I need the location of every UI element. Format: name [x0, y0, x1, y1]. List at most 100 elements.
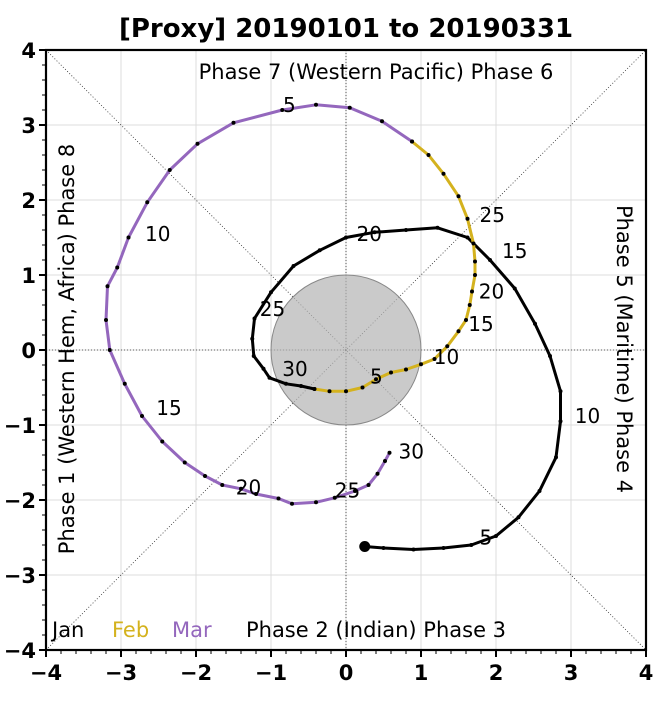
- axes: −4 −3 −2 −1 0 1 2 3 4 −4 −3 −2 −1 0 1 2 3 4: [4, 39, 654, 685]
- series-lines: [104, 102, 563, 552]
- data-point: [445, 344, 450, 349]
- data-point: [411, 547, 416, 552]
- data-point: [473, 273, 477, 277]
- series-mar: [104, 102, 414, 506]
- data-point: [558, 419, 563, 424]
- day-label: 30: [282, 357, 307, 381]
- data-point: [494, 534, 498, 538]
- chart-text: [Proxy] 20190101 to 20190331 Phase 7 (We…: [50, 14, 636, 642]
- day-label: 5: [370, 364, 383, 388]
- data-point: [239, 486, 243, 491]
- chart-title: [Proxy] 20190101 to 20190331: [119, 14, 573, 44]
- data-point: [145, 200, 150, 205]
- data-point: [471, 241, 476, 246]
- data-point: [404, 367, 408, 372]
- data-point: [387, 450, 392, 455]
- data-point: [344, 389, 348, 394]
- data-point: [456, 329, 461, 334]
- legend-jan: Jan: [50, 618, 84, 642]
- series-feb: [312, 139, 477, 394]
- data-point: [366, 483, 371, 487]
- day-label: 10: [434, 345, 459, 369]
- data-point: [353, 489, 357, 493]
- data-point: [291, 264, 296, 268]
- data-point: [280, 108, 285, 112]
- data-point: [389, 370, 393, 375]
- data-point: [456, 194, 461, 199]
- data-point: [220, 483, 225, 487]
- y-tick-label: 4: [21, 39, 36, 63]
- data-point: [537, 489, 542, 493]
- y-tick-label: −2: [4, 489, 36, 513]
- day-label: 15: [468, 312, 493, 336]
- data-point: [404, 228, 408, 232]
- day-label: 30: [399, 439, 424, 463]
- data-point: [441, 171, 446, 176]
- day-label: 10: [575, 404, 600, 428]
- data-point: [312, 387, 317, 391]
- data-point: [267, 375, 272, 380]
- y-tick-label: 2: [21, 189, 36, 213]
- x-tick-label: −3: [105, 661, 137, 685]
- data-point: [167, 168, 172, 172]
- data-point: [195, 141, 200, 146]
- data-point: [122, 381, 127, 386]
- data-point: [269, 290, 273, 295]
- data-point: [314, 102, 318, 107]
- y-tick-label: −4: [4, 639, 36, 663]
- data-point: [327, 389, 332, 394]
- data-point: [252, 316, 257, 321]
- data-point: [126, 235, 131, 240]
- data-point: [107, 348, 112, 352]
- y-tick-label: −1: [4, 414, 36, 438]
- x-tick-label: −1: [255, 661, 287, 685]
- data-point: [410, 139, 414, 144]
- data-point: [380, 119, 384, 124]
- data-point: [251, 354, 256, 358]
- x-tick-label: 3: [564, 661, 579, 685]
- x-tick-label: 4: [639, 661, 654, 685]
- data-point: [250, 336, 255, 341]
- legend-mar: Mar: [172, 618, 212, 642]
- data-point: [314, 500, 318, 505]
- data-point: [441, 546, 446, 550]
- data-point: [469, 543, 474, 547]
- day-label: 15: [156, 396, 181, 420]
- x-tick-label: −4: [30, 661, 62, 685]
- data-point: [375, 471, 380, 476]
- data-point: [284, 381, 288, 386]
- data-point: [332, 495, 337, 500]
- series-jan: [250, 225, 563, 552]
- legend-feb: Feb: [112, 618, 149, 642]
- phase-label-bottom: Phase 2 (Indian) Phase 3: [246, 618, 506, 642]
- data-point: [104, 318, 108, 322]
- day-label: 25: [335, 478, 360, 502]
- day-label: 15: [502, 239, 527, 263]
- day-label: 5: [283, 93, 296, 117]
- diagonal-line: [45, 49, 647, 651]
- data-point: [374, 377, 378, 382]
- data-point: [160, 439, 165, 444]
- data-point: [426, 153, 431, 157]
- data-point: [344, 235, 348, 240]
- day-label: 5: [480, 526, 493, 550]
- day-label: 10: [145, 222, 170, 246]
- data-point: [360, 385, 365, 390]
- data-point: [465, 235, 470, 240]
- y-tick-label: −3: [4, 564, 36, 588]
- data-point: [372, 230, 377, 235]
- y-tick-label: 0: [21, 339, 36, 363]
- data-point: [488, 258, 492, 262]
- x-tick-label: 2: [489, 661, 504, 685]
- data-point: [470, 289, 474, 294]
- data-point: [290, 501, 294, 506]
- day-label: 20: [357, 222, 382, 246]
- day-label: 25: [480, 203, 505, 227]
- day-label: 25: [260, 297, 285, 321]
- data-point: [432, 357, 437, 361]
- phase-label-top: Phase 7 (Western Pacific) Phase 6: [199, 60, 554, 84]
- data-point: [383, 459, 387, 463]
- data-point: [533, 321, 537, 326]
- unit-circle: [270, 274, 422, 426]
